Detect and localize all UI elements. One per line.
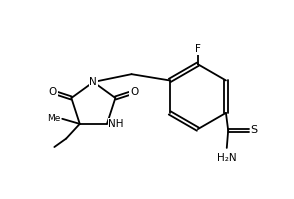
Text: N: N [89,77,97,87]
Text: O: O [49,87,57,97]
Text: O: O [130,87,138,97]
Text: H₂N: H₂N [217,153,237,163]
Text: S: S [250,125,258,135]
Text: Me: Me [47,114,61,123]
Text: NH: NH [108,119,124,129]
Text: F: F [195,44,201,54]
